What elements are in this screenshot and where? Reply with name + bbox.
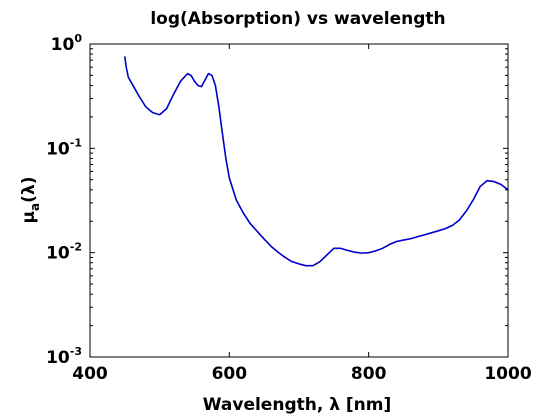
- chart-title: log(Absorption) vs wavelength: [150, 9, 445, 29]
- x-tick-label-3: 1000: [484, 364, 531, 384]
- y-axis-label-main: μ: [19, 211, 39, 224]
- x-axis: 400 600 800 1000: [72, 44, 532, 384]
- x-tick-label-0: 400: [72, 364, 108, 384]
- y-tick-label-2: 10-1: [46, 136, 82, 159]
- y-tick-label-0: 10-3: [46, 345, 82, 368]
- y-axis-label-suffix: (λ): [19, 177, 39, 203]
- y-axis-label: μa(λ): [19, 177, 42, 224]
- y-tick-label-3: 100: [51, 32, 83, 55]
- y-axis: 10-3 10-2 10-1 100: [46, 32, 508, 368]
- y-tick-label-1: 10-2: [46, 241, 82, 264]
- y-axis-label-sub: a: [28, 203, 42, 211]
- series-line-0: [124, 56, 509, 267]
- x-tick-label-2: 800: [351, 364, 387, 384]
- plot-area: [124, 56, 509, 267]
- x-axis-label: Wavelength, λ [nm]: [203, 395, 392, 415]
- plot-frame: [89, 43, 509, 358]
- x-tick-label-1: 600: [212, 364, 248, 384]
